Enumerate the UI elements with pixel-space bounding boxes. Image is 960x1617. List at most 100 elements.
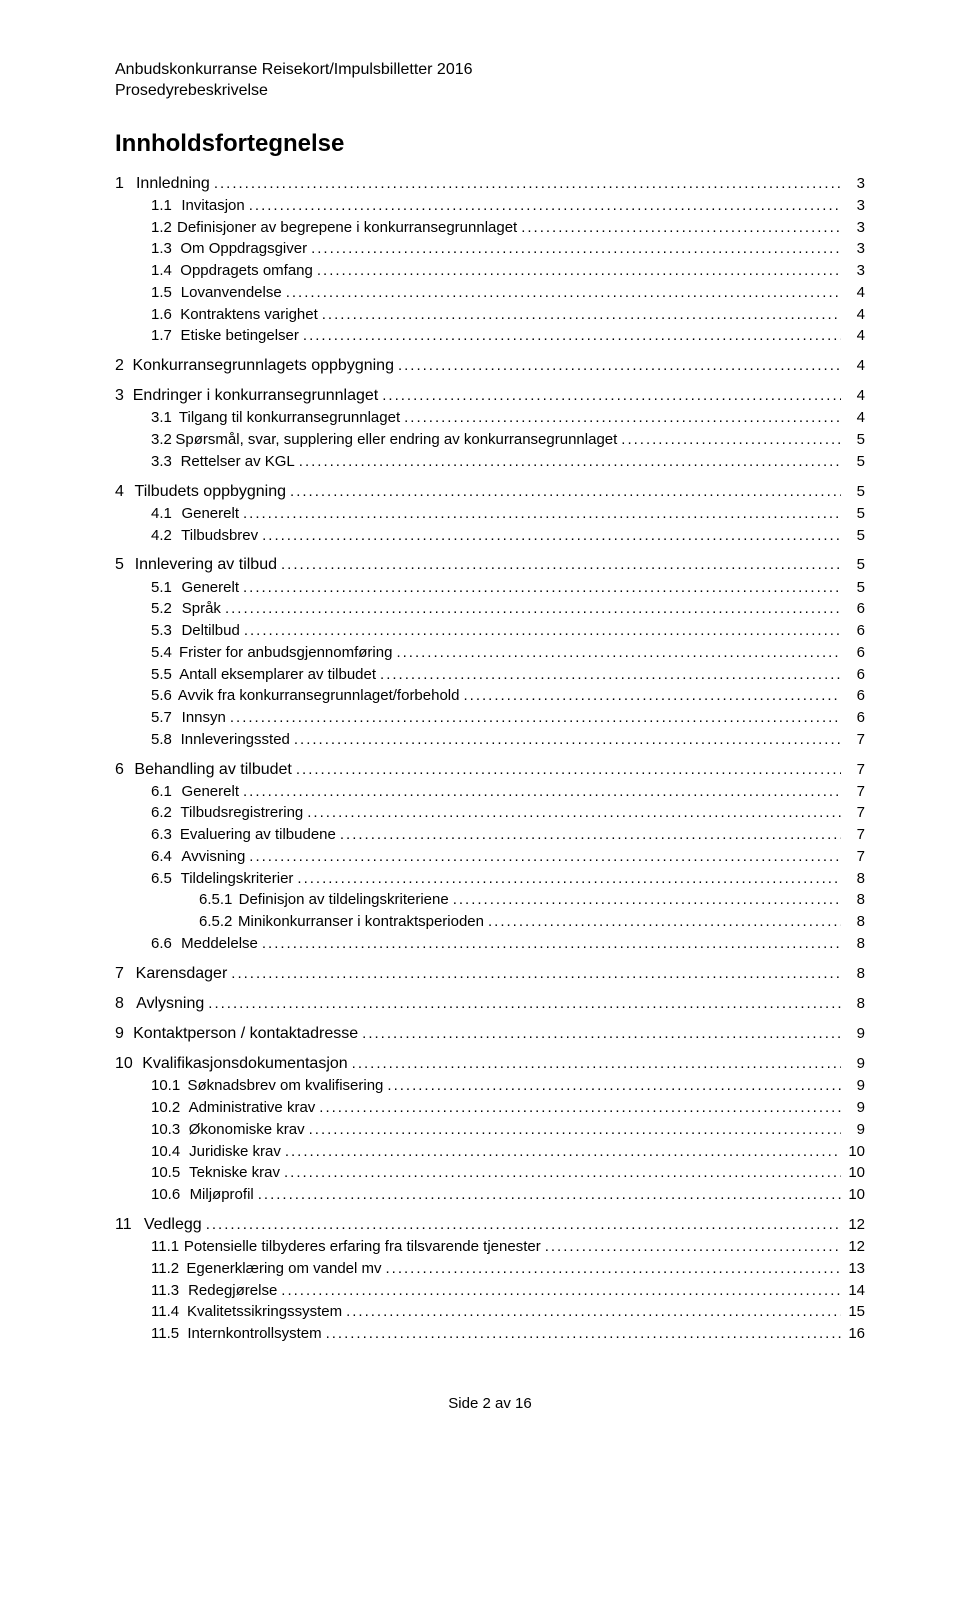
toc-entry: 8Avlysning8 <box>115 992 865 1015</box>
toc-entry: 3Endringer i konkurransegrunnlaget4 <box>115 384 865 407</box>
toc-entry-number: 10.1 <box>151 1075 180 1097</box>
toc-leader-dots <box>521 217 841 239</box>
toc-entry-title: Behandling av tilbudet <box>134 758 291 781</box>
toc-entry-number: 10 <box>115 1052 133 1075</box>
toc-entry-page: 5 <box>845 577 865 599</box>
toc-entry-number: 6.5 <box>151 868 172 890</box>
toc-entry: 11.4Kvalitetssikringssystem15 <box>151 1301 865 1323</box>
toc-entry: 10.4Juridiske krav10 <box>151 1141 865 1163</box>
toc-entry-page: 8 <box>845 911 865 933</box>
toc-entry: 10.1Søknadsbrev om kvalifisering9 <box>151 1075 865 1097</box>
toc-entry-title: Innlevering av tilbud <box>135 553 277 576</box>
toc-entry-title: Internkontrollsystem <box>187 1323 321 1345</box>
toc-entry-number: 1 <box>115 172 124 195</box>
toc-entry-number: 5.2 <box>151 598 172 620</box>
toc-entry-number: 4.1 <box>151 503 172 525</box>
toc-entry-number: 6.5.1 <box>199 889 232 911</box>
toc-leader-dots <box>346 1301 841 1323</box>
toc-leader-dots <box>244 620 841 642</box>
toc-entry-title: Administrative krav <box>189 1097 316 1119</box>
toc-entry: 6.3Evaluering av tilbudene7 <box>151 824 865 846</box>
toc-entry-title: Minikonkurranser i kontraktsperioden <box>238 911 484 933</box>
toc-entry-number: 5 <box>115 553 124 576</box>
toc-entry-page: 3 <box>845 173 865 195</box>
toc-entry-number: 5.7 <box>151 707 172 729</box>
toc-entry: 11.1Potensielle tilbyderes erfaring fra … <box>151 1236 865 1258</box>
toc-entry-title: Karensdager <box>136 962 228 985</box>
toc-entry-number: 3.1 <box>151 407 172 429</box>
toc-entry-number: 6.2 <box>151 802 172 824</box>
toc-entry-title: Kvalifikasjonsdokumentasjon <box>142 1052 347 1075</box>
toc-leader-dots <box>396 642 841 664</box>
toc-entry-page: 8 <box>845 868 865 890</box>
toc-leader-dots <box>488 911 841 933</box>
toc-entry-page: 6 <box>845 598 865 620</box>
toc-entry-page: 3 <box>845 195 865 217</box>
toc-entry-title: Lovanvendelse <box>181 282 282 304</box>
toc-entry-title: Tilbudets oppbygning <box>135 480 287 503</box>
toc-leader-dots <box>352 1053 841 1075</box>
toc-entry-page: 5 <box>845 554 865 576</box>
toc-entry-number: 11.4 <box>151 1301 179 1323</box>
toc-entry-title: Kvalitetssikringssystem <box>187 1301 342 1323</box>
toc-entry: 1.3Om Oppdragsgiver3 <box>151 238 865 260</box>
toc-entry-title: Vedlegg <box>144 1213 202 1236</box>
toc-entry: 5.7Innsyn6 <box>151 707 865 729</box>
toc-entry-number: 5.8 <box>151 729 172 751</box>
toc-entry-page: 13 <box>845 1258 865 1280</box>
toc-entry-number: 4 <box>115 480 124 503</box>
toc-entry-title: Definisjoner av begrepene i konkurranseg… <box>177 217 517 239</box>
toc-entry-title: Om Oppdragsgiver <box>180 238 307 260</box>
toc-entry-title: Kontaktperson / kontaktadresse <box>133 1022 358 1045</box>
toc-entry: 5 Innlevering av tilbud 5 <box>115 553 865 576</box>
toc-entry-number: 6.1 <box>151 781 172 803</box>
toc-leader-dots <box>387 1075 841 1097</box>
toc-entry-number: 2 <box>115 354 124 377</box>
toc-entry: 4.1Generelt5 <box>151 503 865 525</box>
toc-entry-page: 4 <box>845 385 865 407</box>
toc-leader-dots <box>281 554 841 576</box>
toc-entry-number: 5.3 <box>151 620 172 642</box>
toc-entry-title: Evaluering av tilbudene <box>180 824 336 846</box>
toc-entry-page: 7 <box>845 729 865 751</box>
toc-entry-title: Meddelelse <box>181 933 258 955</box>
toc-entry-title: Tildelingskriterier <box>181 868 294 890</box>
toc-entry-page: 9 <box>845 1053 865 1075</box>
toc-leader-dots <box>545 1236 841 1258</box>
toc-entry-title: Tilbudsbrev <box>181 525 258 547</box>
toc-leader-dots <box>208 993 841 1015</box>
header-line-2: Prosedyrebeskrivelse <box>115 81 865 102</box>
toc-entry-page: 12 <box>845 1214 865 1236</box>
toc-entry-number: 5.4 <box>151 642 172 664</box>
toc-entry-number: 11 <box>115 1213 132 1236</box>
toc-entry-number: 5.6 <box>151 685 172 707</box>
toc-leader-dots <box>285 1141 841 1163</box>
toc-entry: 1.7Etiske betingelser4 <box>151 325 865 347</box>
toc-leader-dots <box>299 451 841 473</box>
toc-entry: 11 Vedlegg 12 <box>115 1213 865 1236</box>
toc-entry-page: 8 <box>845 993 865 1015</box>
toc-leader-dots <box>262 525 841 547</box>
toc-entry: 3.2Spørsmål, svar, supplering eller endr… <box>151 429 865 451</box>
toc-leader-dots <box>404 407 841 429</box>
toc-leader-dots <box>230 707 841 729</box>
toc-entry: 6.5.1Definisjon av tildelingskriteriene8 <box>199 889 865 911</box>
toc-entry-title: Redegjørelse <box>188 1280 277 1302</box>
toc-entry-title: Innledning <box>136 172 210 195</box>
toc-entry-number: 1.6 <box>151 304 172 326</box>
toc-entry-page: 6 <box>845 664 865 686</box>
toc-entry: 3.1Tilgang til konkurransegrunnlaget4 <box>151 407 865 429</box>
toc-leader-dots <box>463 685 841 707</box>
toc-entry-title: Juridiske krav <box>189 1141 281 1163</box>
toc-entry-number: 10.4 <box>151 1141 180 1163</box>
toc-entry: 5.4Frister for anbudsgjennomføring6 <box>151 642 865 664</box>
toc-entry-number: 8 <box>115 992 124 1015</box>
toc-entry-title: Potensielle tilbyderes erfaring fra tils… <box>184 1236 541 1258</box>
toc-entry-title: Definisjon av tildelingskriteriene <box>239 889 449 911</box>
document-page: Anbudskonkurranse Reisekort/Impulsbillet… <box>0 0 960 1452</box>
toc-entry: 10 Kvalifikasjonsdokumentasjon 9 <box>115 1052 865 1075</box>
toc-entry: 1.5Lovanvendelse4 <box>151 282 865 304</box>
toc-leader-dots <box>258 1184 841 1206</box>
toc-entry-page: 4 <box>845 282 865 304</box>
toc-leader-dots <box>249 195 841 217</box>
